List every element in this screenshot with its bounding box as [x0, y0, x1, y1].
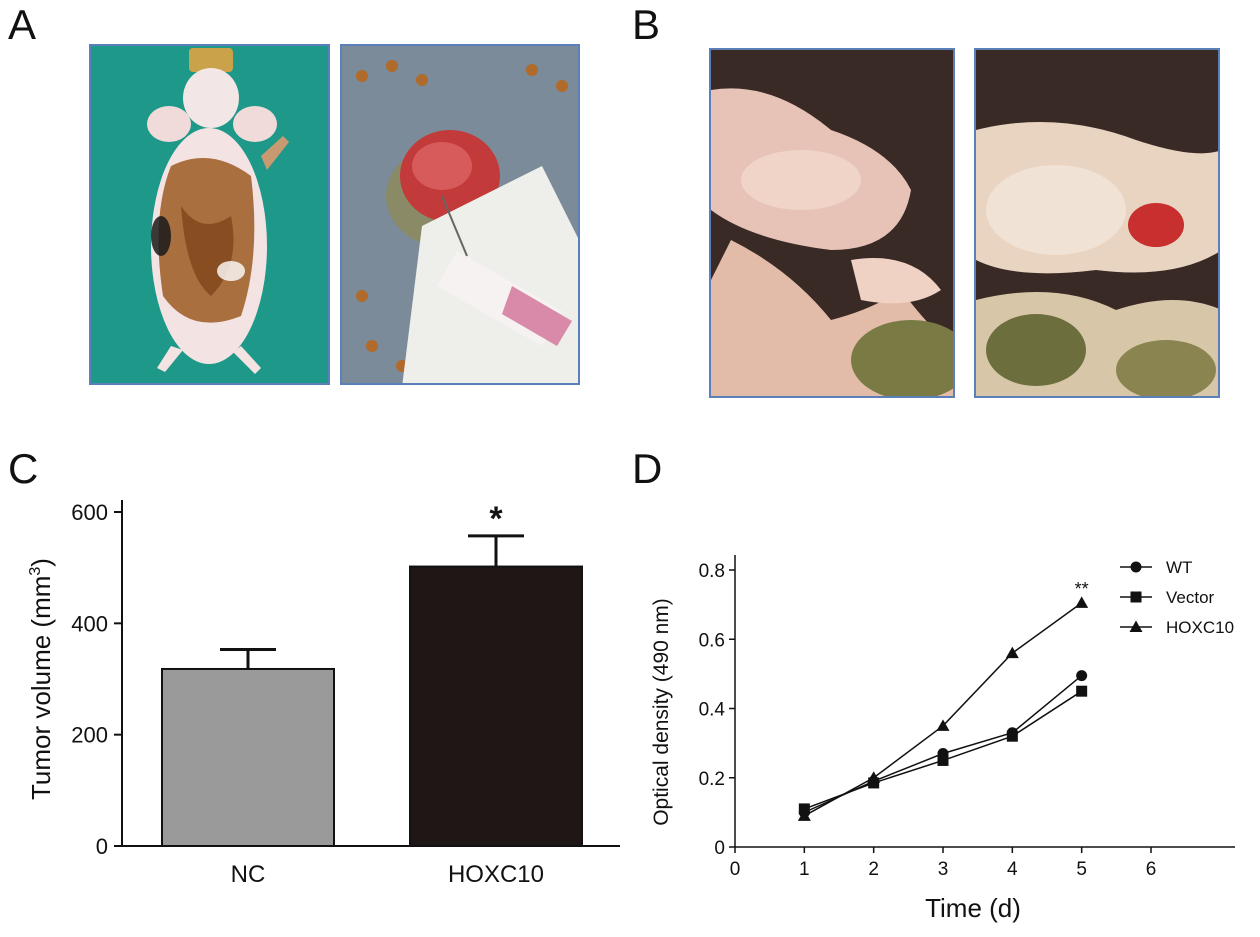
photo-mouse: [89, 44, 330, 385]
legend-marker: [1130, 561, 1142, 573]
data-point: [937, 754, 949, 766]
bar: [161, 667, 335, 847]
x-tick-label: 1: [799, 859, 810, 880]
significance-marker: **: [1075, 579, 1089, 599]
y-axis-label: Tumor volume (mm3): [26, 558, 56, 800]
bar: [409, 565, 583, 847]
y-tick-label: 0.2: [699, 769, 725, 790]
photo-injection: [340, 44, 580, 385]
significance-marker: *: [489, 500, 503, 538]
panel-label-d: D: [632, 445, 663, 492]
intestine-illustration-1: [711, 50, 953, 396]
legend-label: WT: [1166, 558, 1192, 577]
mouse-illustration: [91, 46, 328, 383]
y-tick-label: 0: [96, 834, 108, 859]
legend-marker: [1130, 591, 1142, 603]
y-tick-label: 0: [714, 838, 725, 859]
panel-label-c: C: [8, 445, 39, 492]
data-point: [797, 809, 811, 821]
legend-label: HOXC10: [1166, 618, 1234, 637]
x-tick-label: NC: [231, 861, 266, 888]
y-axis-label: Optical density (490 nm): [650, 598, 673, 826]
y-tick-label: 0.4: [699, 700, 726, 721]
data-point: [936, 719, 950, 731]
y-tick-label: 0.8: [699, 561, 725, 582]
y-tick-label: 200: [71, 723, 108, 748]
data-point: [1006, 730, 1018, 742]
series-line-wt: [804, 675, 1083, 814]
x-axis-label: Time (d): [925, 893, 1021, 923]
y-tick-label: 0.6: [699, 630, 725, 651]
x-tick-label: 5: [1076, 859, 1087, 880]
data-point: [1076, 685, 1088, 697]
legend-label: Vector: [1166, 588, 1215, 607]
data-point: [1005, 646, 1019, 659]
y-tick-label: 400: [71, 611, 108, 636]
photo-intestine-nc: [709, 48, 955, 398]
x-tick-label: 3: [938, 859, 949, 880]
data-point: [867, 771, 881, 783]
x-tick-label: 0: [730, 859, 741, 880]
panel-label-a: A: [8, 1, 37, 48]
y-tick-label: 600: [71, 500, 108, 525]
data-point: [1075, 596, 1089, 608]
x-tick-label: 2: [868, 859, 879, 880]
intestine-illustration-2: [976, 50, 1218, 396]
panel-label-b: B: [632, 1, 661, 48]
x-tick-label: 4: [1007, 859, 1018, 880]
data-point: [1076, 670, 1088, 682]
legend-marker: [1129, 620, 1143, 632]
photo-intestine-hoxc10: [974, 48, 1220, 398]
x-tick-label: HOXC10: [448, 861, 544, 888]
data-point: [868, 777, 880, 789]
data-point: [798, 803, 810, 815]
x-tick-label: 6: [1146, 859, 1157, 880]
injection-illustration: [342, 46, 578, 383]
